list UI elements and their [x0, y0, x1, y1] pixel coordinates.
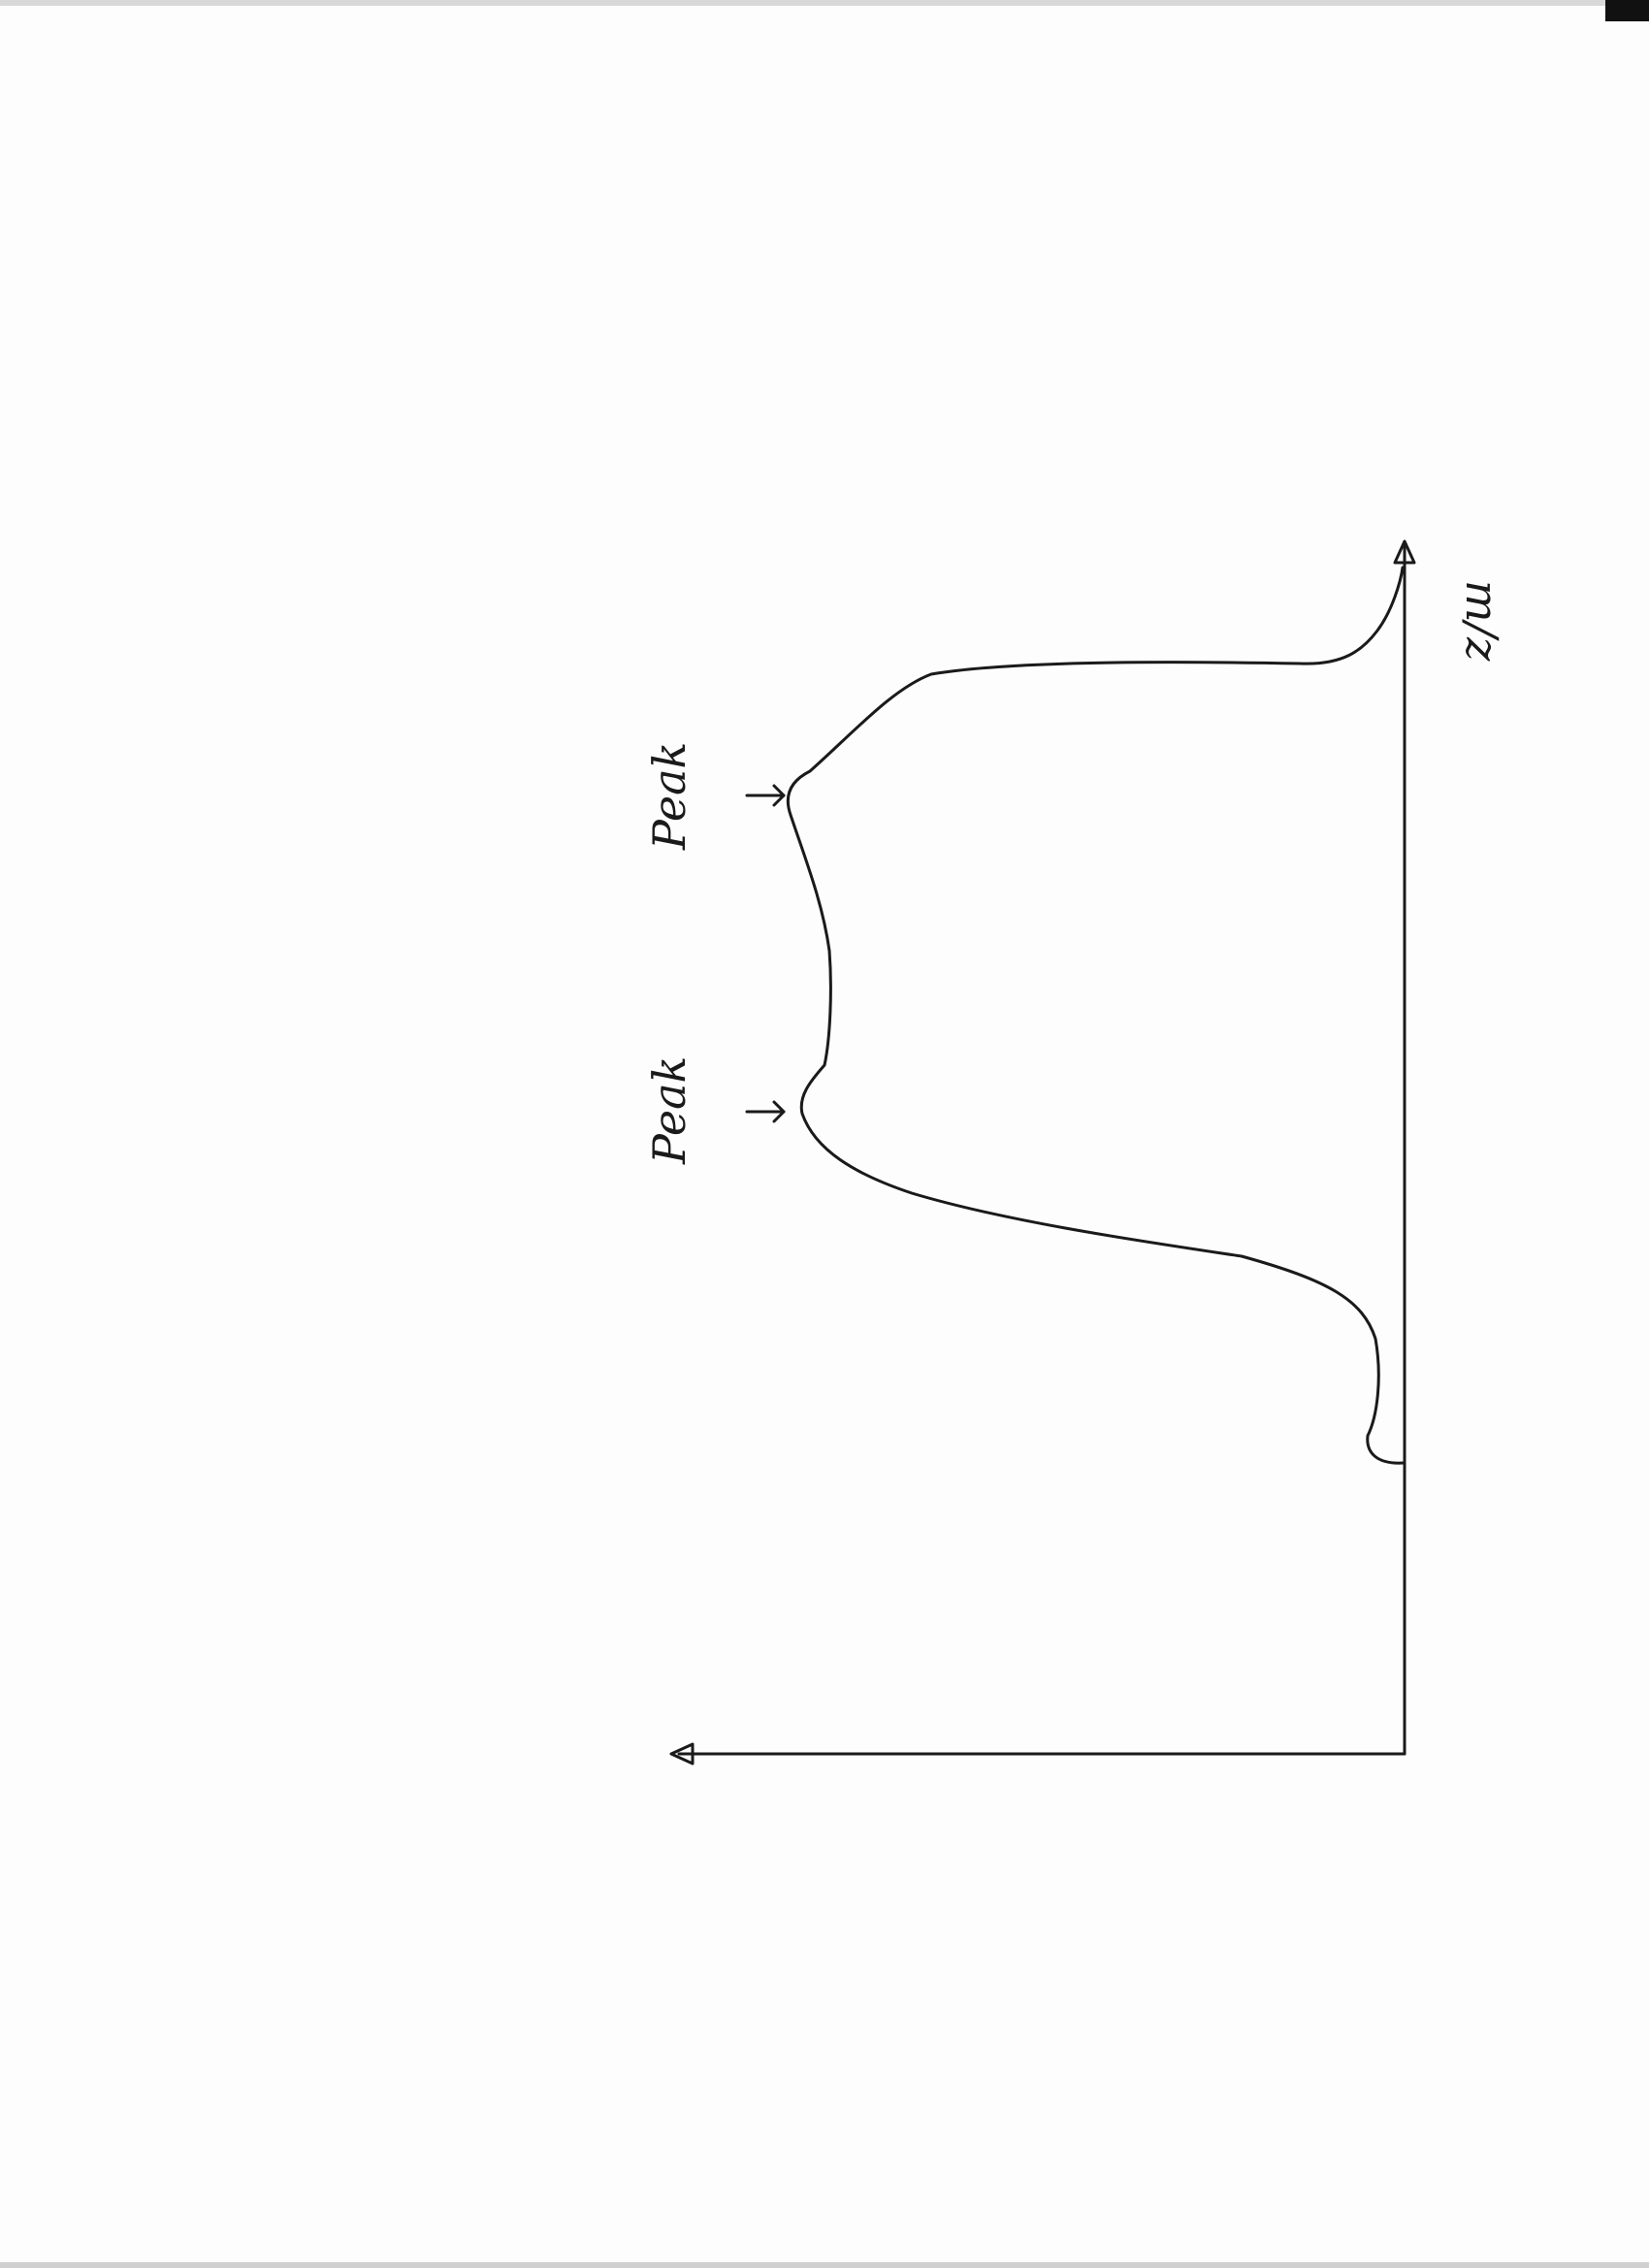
x-axis-label: m/z [1456, 580, 1508, 662]
peak-arrow-2 [745, 784, 786, 807]
intensity-arrowhead [669, 1742, 695, 1766]
baseline-arrowhead [1393, 539, 1416, 565]
peak-label-2: Peak [643, 742, 695, 851]
spectrum-curve [786, 566, 1406, 1465]
scan-corner-mark [1605, 0, 1649, 21]
peak-label-1: Peak [643, 1056, 695, 1165]
scan-top-edge [0, 0, 1649, 6]
scan-bottom-edge [0, 2262, 1649, 2268]
peak-arrow-1 [745, 1100, 786, 1123]
